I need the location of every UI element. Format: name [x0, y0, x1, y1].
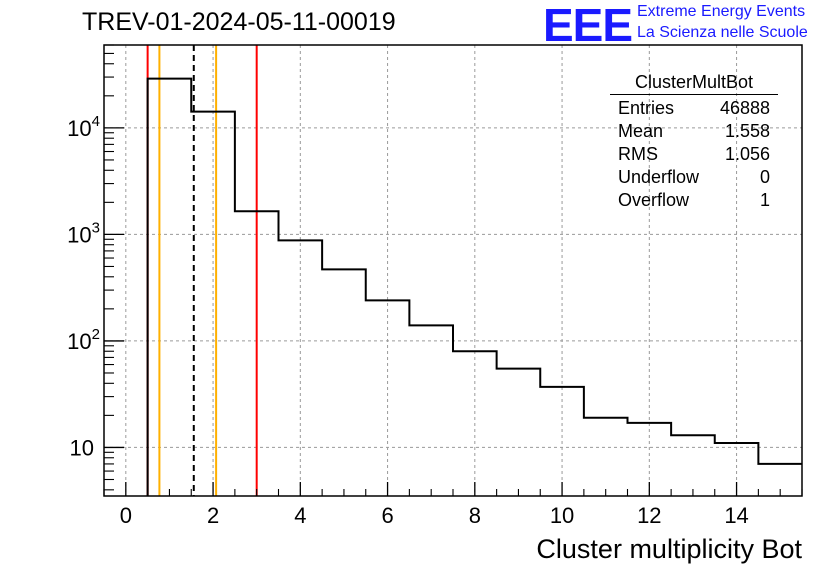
y-tick-label: 10 — [70, 435, 94, 460]
stats-value: 1.558 — [724, 121, 770, 141]
y-tick-label: 102 — [67, 326, 100, 354]
x-tick-label: 0 — [120, 503, 132, 528]
stats-label: Underflow — [618, 167, 700, 187]
x-tick-label: 14 — [724, 503, 748, 528]
stats-row-rms: RMS 1.056 — [608, 143, 778, 166]
stats-box: ClusterMultBot Entries 46888 Mean 1.558 RM… — [608, 72, 778, 212]
eee-logo: EEE — [543, 0, 633, 51]
x-tick-label: 6 — [381, 503, 393, 528]
y-tick-label: 104 — [67, 113, 100, 141]
x-tick-label: 10 — [550, 503, 574, 528]
stats-value: 1.056 — [724, 144, 770, 164]
stats-label: Entries — [618, 98, 675, 118]
chart-title: TREV-01-2024-05-11-00019 — [82, 8, 396, 36]
x-tick-label: 12 — [637, 503, 661, 528]
stats-row-underflow: Underflow 0 — [608, 166, 778, 189]
logo-line-2: La Scienza nelle Scuole — [637, 24, 808, 41]
stats-label: Mean — [618, 121, 664, 141]
stats-row-mean: Mean 1.558 — [608, 120, 778, 143]
stats-name: ClusterMultBot — [610, 72, 778, 95]
stats-value: 0 — [759, 167, 770, 187]
histogram-outline — [146, 77, 802, 496]
stats-label: Overflow — [618, 190, 690, 210]
x-tick-label: 4 — [294, 503, 306, 528]
stats-value: 1 — [759, 190, 770, 210]
y-tick-label: 103 — [67, 219, 100, 247]
x-axis-title: Cluster multiplicity Bot — [536, 534, 802, 564]
x-tick-label: 2 — [207, 503, 219, 528]
stats-row-entries: Entries 46888 — [608, 97, 778, 120]
logo-line-1: Extreme Energy Events — [637, 3, 806, 20]
stats-row-overflow: Overflow 1 — [608, 189, 778, 212]
stats-value: 46888 — [719, 98, 770, 118]
x-tick-label: 8 — [469, 503, 481, 528]
stats-label: RMS — [618, 144, 658, 164]
